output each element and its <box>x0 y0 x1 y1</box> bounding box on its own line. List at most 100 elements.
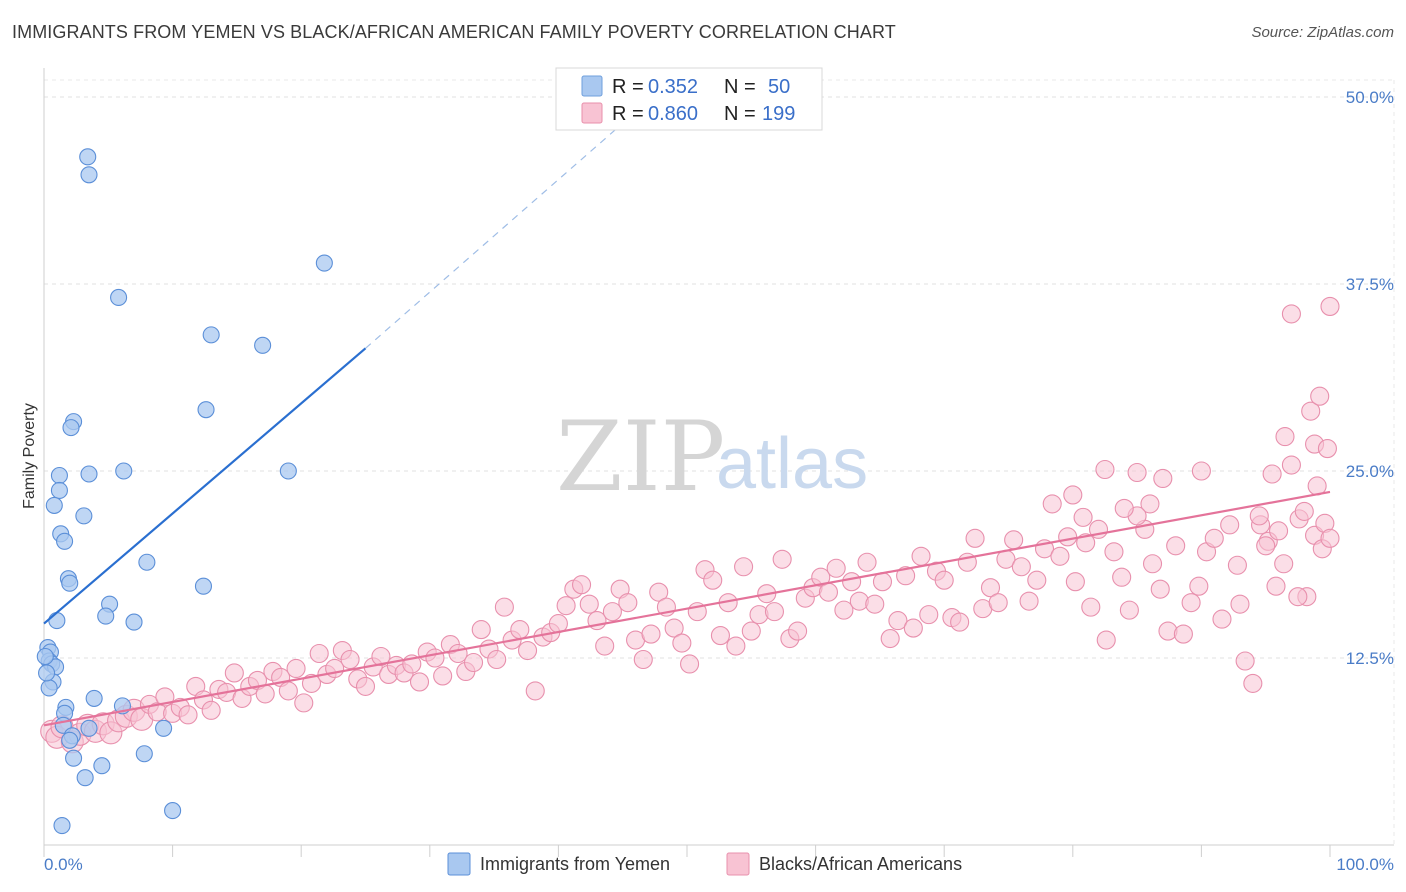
blacks-point <box>1019 591 1039 611</box>
blacks-point <box>1204 528 1224 548</box>
yemen-point <box>194 577 213 595</box>
blacks-point <box>788 621 808 641</box>
blacks-point <box>950 612 970 632</box>
blacks-point <box>1063 485 1083 505</box>
blacks-point <box>1266 576 1286 596</box>
blacks-point <box>880 629 900 649</box>
chart-source: Source: ZipAtlas.com <box>1251 24 1394 41</box>
yemen-point <box>80 166 98 184</box>
trend-line-yemen <box>43 347 367 625</box>
trend-lines <box>43 66 1331 727</box>
blacks-point <box>865 594 885 614</box>
blacks-point <box>1042 494 1062 514</box>
blacks-point <box>1227 555 1247 575</box>
series-yemen-points <box>36 148 333 835</box>
yemen-point <box>164 802 182 820</box>
blacks-point <box>857 552 877 572</box>
y-tick-label-2: 37.5% <box>1346 275 1394 294</box>
blacks-point <box>463 652 484 673</box>
blacks-point <box>1181 593 1201 613</box>
blacks-point <box>1073 507 1093 527</box>
blacks-point <box>818 582 839 602</box>
blacks-point <box>178 705 198 725</box>
blacks-point <box>988 593 1008 613</box>
blacks-point <box>1112 567 1132 587</box>
blacks-point <box>888 611 908 631</box>
yemen-point <box>62 419 80 437</box>
blacks-point <box>602 602 622 622</box>
blacks-point <box>1294 501 1314 521</box>
blacks-point <box>680 654 700 674</box>
blacks-point <box>672 633 692 653</box>
blacks-point <box>633 649 653 670</box>
blacks-point <box>826 558 846 578</box>
blacks-point <box>1320 528 1340 548</box>
y-tick-label-1: 25.0% <box>1346 462 1394 481</box>
blacks-point <box>896 566 916 586</box>
legend-stats-n-yemen: 50 <box>768 76 790 98</box>
blacks-point <box>903 618 923 638</box>
watermark: ZIP atlas <box>556 401 868 513</box>
legend-stats-swatch-blacks <box>581 102 603 124</box>
blacks-point <box>1189 576 1209 596</box>
legend-stats-n-label-yemen: N = <box>724 76 756 98</box>
blacks-point <box>510 620 530 640</box>
blacks-point <box>934 570 954 590</box>
legend-stats-box: R = 0.352 N = 50 R = 0.860 N = 199 <box>555 67 823 131</box>
blacks-point <box>309 643 329 664</box>
x-tick-min: 0.0% <box>44 855 83 874</box>
blacks-point <box>911 546 931 566</box>
blacks-point <box>1310 386 1330 406</box>
blacks-point <box>834 600 854 620</box>
blacks-point <box>1191 461 1211 481</box>
blacks-point <box>294 693 314 713</box>
blacks-point <box>409 672 430 692</box>
yemen-point <box>50 481 68 499</box>
yemen-point <box>135 745 153 763</box>
blacks-point <box>1249 506 1269 526</box>
yemen-point <box>53 817 71 835</box>
blacks-point <box>1281 455 1301 475</box>
yemen-point <box>85 689 103 707</box>
blacks-point <box>849 591 869 611</box>
blacks-point <box>224 663 244 683</box>
blacks-point <box>1220 515 1240 535</box>
yemen-point <box>65 749 83 767</box>
blacks-point <box>1317 439 1337 459</box>
legend-stats-n-blacks: 199 <box>762 103 795 125</box>
blacks-point <box>1114 498 1134 518</box>
blacks-point <box>1320 296 1340 316</box>
blacks-point <box>1065 572 1085 592</box>
blacks-point <box>1256 536 1276 556</box>
blacks-point <box>1104 542 1124 562</box>
legend-stats-r-yemen: 0.352 <box>648 76 698 98</box>
blacks-point <box>965 528 985 548</box>
blacks-point <box>749 605 769 625</box>
watermark-zip: ZIP <box>556 401 725 513</box>
legend-stats-swatch-yemen <box>581 75 603 97</box>
blacks-point <box>278 681 298 701</box>
blacks-point <box>1158 621 1178 641</box>
blacks-point <box>811 567 831 587</box>
yemen-point <box>79 148 97 166</box>
axes <box>43 68 1394 857</box>
yemen-point <box>61 574 79 592</box>
blacks-point <box>1235 651 1255 671</box>
yemen-point <box>279 462 297 480</box>
yemen-point <box>80 465 98 483</box>
blacks-point <box>1095 459 1115 480</box>
legend-swatch-blacks <box>726 852 750 876</box>
blacks-point <box>433 666 453 686</box>
blacks-point <box>425 648 445 668</box>
blacks-point <box>517 640 538 661</box>
blacks-point <box>1212 609 1232 629</box>
yemen-point <box>45 496 63 514</box>
yemen-point <box>155 719 173 737</box>
blacks-point <box>471 620 491 640</box>
blacks-point <box>772 549 792 569</box>
blacks-point <box>556 596 576 616</box>
blacks-point <box>371 646 391 667</box>
blacks-point <box>726 636 746 656</box>
yemen-point <box>50 466 68 485</box>
